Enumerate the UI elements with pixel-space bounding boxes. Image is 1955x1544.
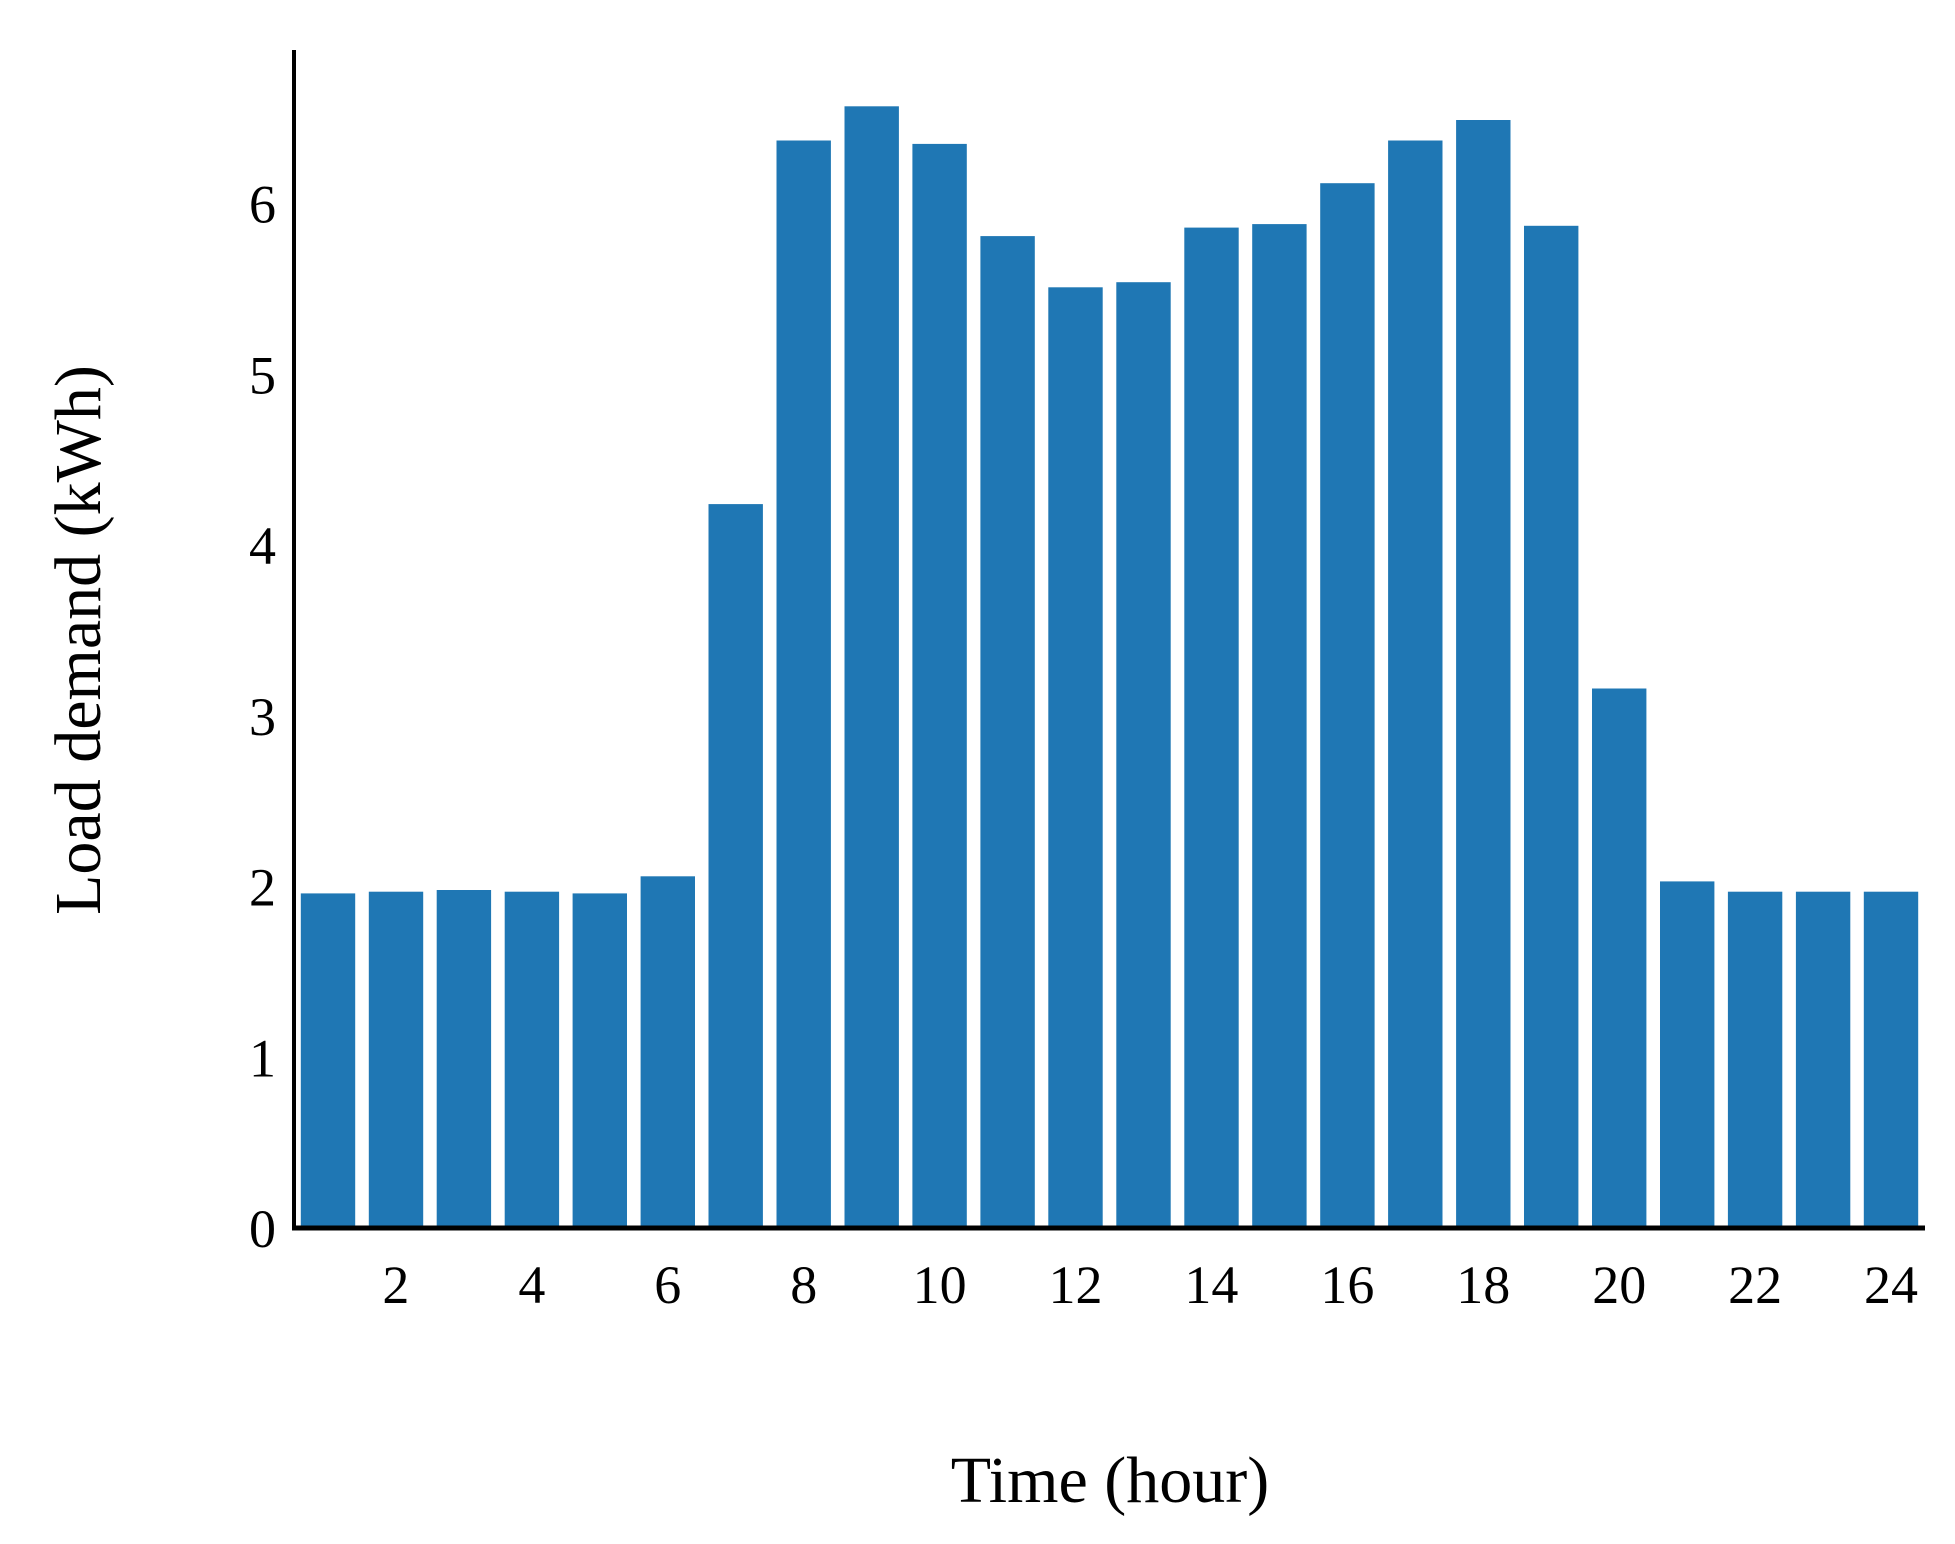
bar-hour-9 [844, 106, 899, 1228]
y-tick-label: 5 [249, 345, 276, 405]
x-tick-label: 18 [1456, 1255, 1510, 1315]
bar-hour-4 [504, 891, 560, 1228]
bar-hour-20 [1592, 688, 1647, 1228]
y-tick-label: 4 [249, 516, 276, 576]
bar-hour-2 [368, 891, 424, 1228]
bar-hour-8 [776, 140, 831, 1228]
bar-hour-6 [640, 876, 695, 1228]
x-tick-label: 4 [518, 1255, 545, 1315]
bar-hour-19 [1524, 225, 1579, 1229]
bar-hour-10 [912, 143, 967, 1228]
bar-hour-3 [436, 890, 492, 1228]
x-tick-label: 6 [654, 1255, 681, 1315]
bar-hour-16 [1320, 183, 1375, 1229]
bar-hour-23 [1795, 891, 1851, 1228]
x-tick-label: 10 [913, 1255, 967, 1315]
x-tick-label: 12 [1049, 1255, 1103, 1315]
bar-hour-12 [1048, 287, 1103, 1228]
bar-hour-14 [1184, 227, 1239, 1229]
y-tick-label: 1 [249, 1028, 276, 1088]
bar-hour-22 [1727, 891, 1783, 1228]
y-tick-label: 2 [249, 858, 276, 918]
x-tick-label: 8 [790, 1255, 817, 1315]
y-axis-title: Load demand (kWh) [42, 365, 115, 915]
bar-hour-18 [1456, 120, 1511, 1228]
x-tick-label: 16 [1320, 1255, 1374, 1315]
x-tick-labels: 2 4 6 8 10 12 14 16 18 20 22 24 [382, 1255, 1918, 1315]
bar-hour-7 [708, 504, 763, 1229]
x-tick-label: 22 [1728, 1255, 1782, 1315]
bar-hour-11 [980, 236, 1035, 1229]
bar-hour-1 [300, 893, 356, 1228]
bar-hour-17 [1388, 140, 1443, 1228]
bar-hour-15 [1252, 224, 1307, 1229]
y-tick-label: 3 [249, 687, 276, 747]
bar-hour-21 [1660, 881, 1715, 1228]
x-tick-label: 2 [382, 1255, 409, 1315]
bar-hour-13 [1116, 282, 1171, 1228]
y-tick-label: 0 [249, 1199, 276, 1259]
bars-group [300, 106, 1919, 1229]
x-tick-label: 14 [1184, 1255, 1238, 1315]
y-tick-labels: 0 1 2 3 4 5 6 [249, 175, 276, 1259]
x-tick-label: 24 [1864, 1255, 1918, 1315]
y-tick-label: 6 [249, 175, 276, 235]
bar-hour-5 [572, 893, 627, 1228]
x-axis-title: Time (hour) [951, 1444, 1269, 1517]
bar-hour-24 [1863, 891, 1919, 1228]
x-tick-label: 20 [1592, 1255, 1646, 1315]
